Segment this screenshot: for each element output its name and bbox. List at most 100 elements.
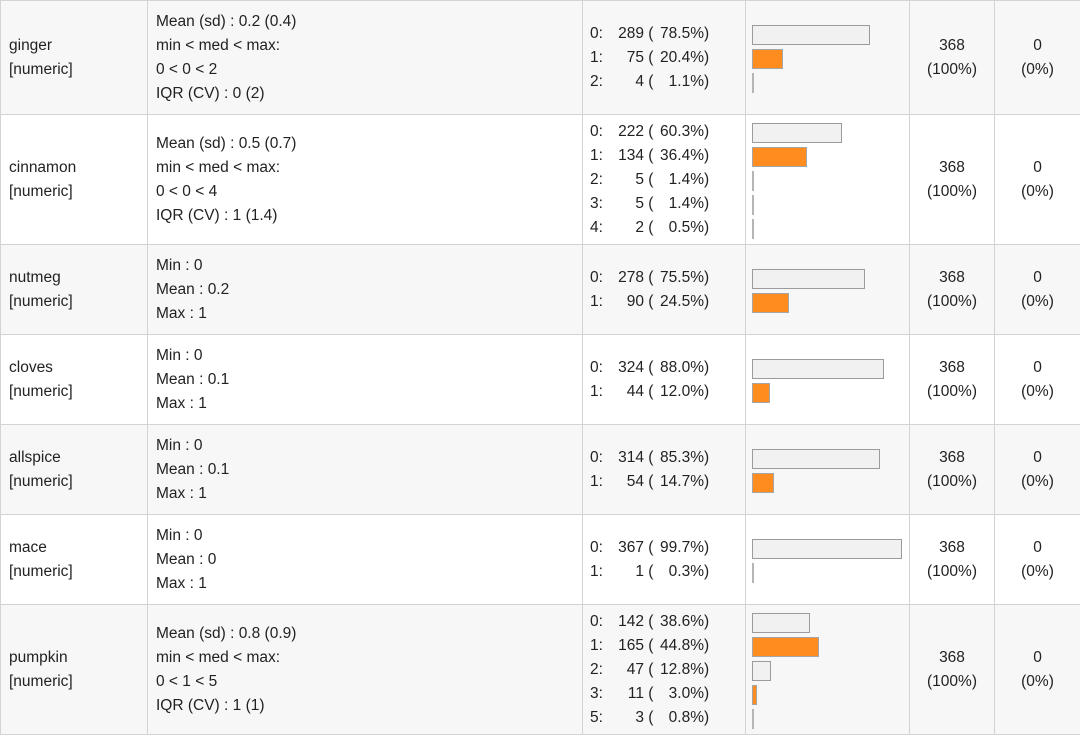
frequency-count: 367 bbox=[614, 536, 644, 560]
frequency-close-paren: ) bbox=[704, 70, 709, 94]
valid-cell: 368(100%) bbox=[910, 245, 995, 335]
frequency-level: 0: bbox=[590, 120, 614, 144]
frequency-open-paren: ( bbox=[644, 536, 654, 560]
frequency-percent: 36.4% bbox=[654, 144, 704, 168]
missing-percent: (0%) bbox=[995, 180, 1080, 204]
frequency-count: 1 bbox=[614, 560, 644, 584]
bar-row bbox=[752, 658, 909, 682]
frequency-level: 1: bbox=[590, 560, 614, 584]
graph-cell bbox=[746, 335, 910, 425]
bar-row bbox=[752, 470, 909, 494]
frequency-line: 1:75 (20.4%) bbox=[590, 46, 745, 70]
frequency-percent: 1.4% bbox=[654, 192, 704, 216]
frequency-bar bbox=[752, 49, 783, 69]
frequency-bar bbox=[752, 269, 865, 289]
frequency-close-paren: ) bbox=[704, 610, 709, 634]
frequency-open-paren: ( bbox=[644, 446, 654, 470]
frequency-close-paren: ) bbox=[704, 120, 709, 144]
frequency-count: 44 bbox=[614, 380, 644, 404]
frequency-level: 3: bbox=[590, 192, 614, 216]
frequency-cell: 0:222 (60.3%)1:134 (36.4%)2:5 (1.4%)3:5 … bbox=[583, 115, 746, 245]
valid-cell: 368(100%) bbox=[910, 515, 995, 605]
variable-cell: cinnamon[numeric] bbox=[1, 115, 148, 245]
bar-row bbox=[752, 560, 909, 584]
missing-percent: (0%) bbox=[995, 290, 1080, 314]
frequency-line: 1:44 (12.0%) bbox=[590, 380, 745, 404]
frequency-percent: 75.5% bbox=[654, 266, 704, 290]
frequency-count: 222 bbox=[614, 120, 644, 144]
valid-count: 368 bbox=[910, 156, 994, 180]
stats-line: Max : 1 bbox=[156, 572, 582, 596]
stats-line: 0 < 0 < 2 bbox=[156, 58, 582, 82]
frequency-open-paren: ( bbox=[644, 380, 654, 404]
frequency-line: 5:3 (0.8%) bbox=[590, 706, 745, 730]
frequency-open-paren: ( bbox=[644, 634, 654, 658]
stats-line: Max : 1 bbox=[156, 482, 582, 506]
frequency-open-paren: ( bbox=[644, 658, 654, 682]
variable-cell: pumpkin[numeric] bbox=[1, 605, 148, 735]
variable-name: pumpkin bbox=[9, 646, 147, 670]
variable-cell: allspice[numeric] bbox=[1, 425, 148, 515]
variable-cell: cloves[numeric] bbox=[1, 335, 148, 425]
variable-name: cloves bbox=[9, 356, 147, 380]
bar-row bbox=[752, 446, 909, 470]
variable-type: [numeric] bbox=[9, 290, 147, 314]
frequency-level: 0: bbox=[590, 446, 614, 470]
frequency-level: 2: bbox=[590, 168, 614, 192]
frequency-open-paren: ( bbox=[644, 290, 654, 314]
frequency-line: 1:165 (44.8%) bbox=[590, 634, 745, 658]
frequency-count: 90 bbox=[614, 290, 644, 314]
stats-line: min < med < max: bbox=[156, 156, 582, 180]
frequency-line: 1:134 (36.4%) bbox=[590, 144, 745, 168]
stats-line: min < med < max: bbox=[156, 646, 582, 670]
missing-cell: 0(0%) bbox=[995, 115, 1080, 245]
bar-row bbox=[752, 120, 909, 144]
variable-type: [numeric] bbox=[9, 380, 147, 404]
missing-cell: 0(0%) bbox=[995, 335, 1080, 425]
variable-type: [numeric] bbox=[9, 560, 147, 584]
frequency-bar bbox=[752, 661, 771, 681]
frequency-percent: 3.0% bbox=[654, 682, 704, 706]
bar-row bbox=[752, 216, 909, 240]
frequency-close-paren: ) bbox=[704, 380, 709, 404]
frequency-line: 3:11 (3.0%) bbox=[590, 682, 745, 706]
frequency-line: 2:4 (1.1%) bbox=[590, 70, 745, 94]
frequency-bar bbox=[752, 293, 789, 313]
frequency-count: 3 bbox=[614, 706, 644, 730]
frequency-line: 1:54 (14.7%) bbox=[590, 470, 745, 494]
frequency-level: 1: bbox=[590, 380, 614, 404]
frequency-open-paren: ( bbox=[644, 266, 654, 290]
frequency-percent: 0.8% bbox=[654, 706, 704, 730]
missing-count: 0 bbox=[995, 646, 1080, 670]
missing-cell: 0(0%) bbox=[995, 1, 1080, 115]
frequency-close-paren: ) bbox=[704, 144, 709, 168]
frequency-close-paren: ) bbox=[704, 706, 709, 730]
frequency-bar bbox=[752, 219, 754, 239]
frequency-bar bbox=[752, 685, 757, 705]
valid-cell: 368(100%) bbox=[910, 1, 995, 115]
stats-line: Min : 0 bbox=[156, 344, 582, 368]
missing-percent: (0%) bbox=[995, 380, 1080, 404]
missing-count: 0 bbox=[995, 34, 1080, 58]
frequency-line: 0:314 (85.3%) bbox=[590, 446, 745, 470]
bar-row bbox=[752, 634, 909, 658]
bar-row bbox=[752, 536, 909, 560]
frequency-percent: 1.4% bbox=[654, 168, 704, 192]
valid-count: 368 bbox=[910, 646, 994, 670]
stats-line: Mean (sd) : 0.5 (0.7) bbox=[156, 132, 582, 156]
bar-row bbox=[752, 70, 909, 94]
frequency-level: 0: bbox=[590, 22, 614, 46]
missing-percent: (0%) bbox=[995, 670, 1080, 694]
stats-line: Min : 0 bbox=[156, 524, 582, 548]
stats-cell: Mean (sd) : 0.5 (0.7)min < med < max:0 <… bbox=[148, 115, 583, 245]
frequency-open-paren: ( bbox=[644, 168, 654, 192]
frequency-open-paren: ( bbox=[644, 470, 654, 494]
valid-count: 368 bbox=[910, 446, 994, 470]
variable-cell: mace[numeric] bbox=[1, 515, 148, 605]
stats-cell: Mean (sd) : 0.2 (0.4)min < med < max:0 <… bbox=[148, 1, 583, 115]
missing-count: 0 bbox=[995, 536, 1080, 560]
bar-row bbox=[752, 356, 909, 380]
